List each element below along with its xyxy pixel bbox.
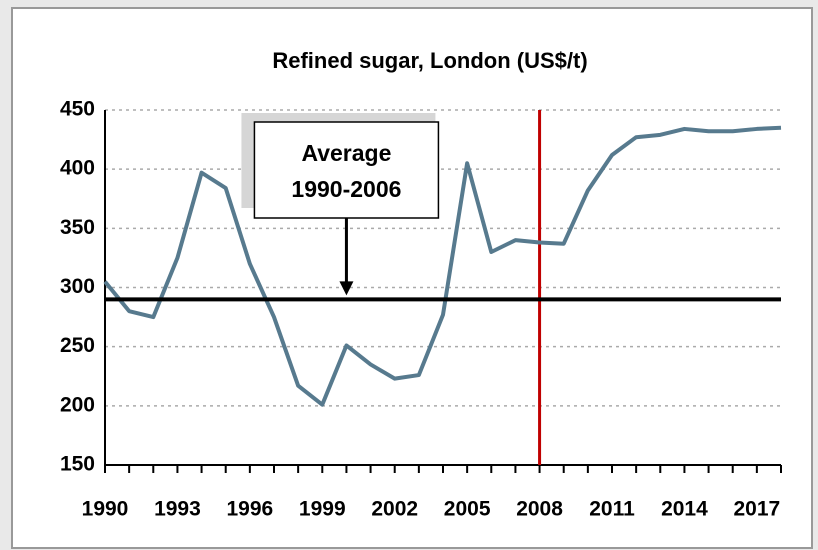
annotation-text: Average (301, 140, 391, 166)
y-tick-label: 150 (60, 453, 95, 476)
series-line (103, 125, 782, 407)
chart-title: Refined sugar, London (US$/t) (272, 48, 587, 73)
annotation-text: 1990-2006 (291, 176, 401, 202)
chart-frame (11, 7, 813, 549)
x-tick-label: 1993 (154, 498, 201, 521)
x-tick-label: 2005 (444, 498, 491, 521)
x-tick-label: 1996 (226, 498, 273, 521)
x-tick-label: 2002 (371, 498, 418, 521)
y-tick-label: 450 (60, 98, 95, 121)
x-tick-label: 2008 (516, 498, 563, 521)
annotation-arrowhead (339, 281, 354, 296)
y-tick-label: 350 (60, 216, 95, 239)
x-tick-label: 2014 (661, 498, 708, 521)
y-tick-label: 400 (60, 157, 95, 180)
x-tick-label: 1999 (299, 498, 346, 521)
y-tick-label: 200 (60, 393, 95, 416)
x-tick-label: 2011 (589, 498, 635, 521)
x-tick-label: 1990 (82, 498, 129, 521)
y-tick-label: 300 (60, 275, 95, 298)
annotation-box (253, 121, 440, 219)
y-tick-label: 250 (60, 334, 95, 357)
x-tick-label: 2017 (733, 498, 780, 521)
